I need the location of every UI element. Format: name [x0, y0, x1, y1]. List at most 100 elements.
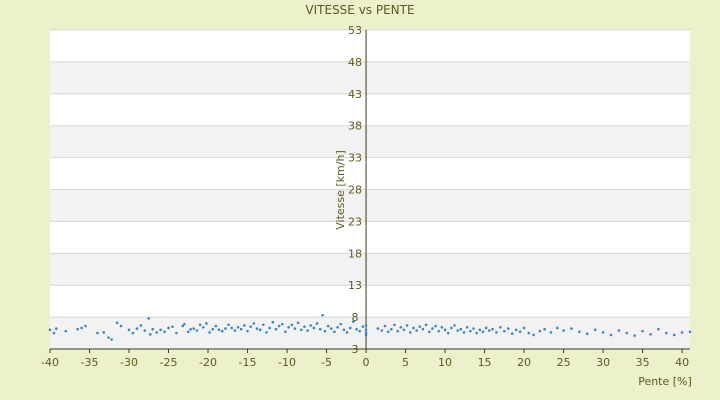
data-point — [408, 331, 412, 334]
data-point — [135, 327, 139, 330]
data-point — [585, 332, 589, 335]
data-point — [680, 331, 684, 334]
x-tick-label: 15 — [478, 356, 492, 369]
x-tick-label: 0 — [363, 356, 370, 369]
data-point — [386, 330, 390, 334]
plot-band — [50, 61, 690, 94]
data-point — [456, 329, 460, 332]
data-point — [499, 326, 502, 329]
data-point — [431, 327, 434, 330]
x-tick-label: 20 — [517, 356, 531, 369]
data-point — [491, 327, 494, 331]
plot-band — [50, 30, 690, 62]
data-point — [217, 328, 221, 332]
data-point — [306, 329, 309, 332]
data-point — [287, 326, 290, 329]
x-tick-label: -30 — [120, 356, 138, 369]
data-point — [421, 327, 425, 331]
data-point — [345, 331, 349, 334]
data-point — [227, 323, 230, 327]
data-point — [649, 333, 652, 336]
data-point — [280, 322, 284, 326]
data-point — [76, 327, 79, 331]
data-point — [336, 326, 339, 329]
data-point — [329, 327, 333, 330]
data-point — [355, 327, 358, 331]
x-tick-label: 35 — [636, 356, 650, 369]
data-point — [198, 323, 202, 327]
data-point — [230, 326, 234, 330]
data-point — [296, 321, 300, 325]
data-point — [518, 330, 522, 334]
x-tick-label: 40 — [675, 356, 689, 369]
data-point — [339, 322, 343, 326]
data-point — [434, 324, 437, 328]
data-point — [239, 327, 243, 331]
data-point — [155, 331, 158, 334]
x-tick-label: -15 — [239, 356, 257, 369]
data-point — [348, 326, 352, 330]
data-point — [672, 333, 676, 337]
data-point — [277, 324, 281, 328]
data-point — [562, 329, 565, 332]
data-point — [527, 331, 531, 335]
data-point — [578, 330, 581, 334]
data-point — [478, 328, 482, 332]
y-tick-label: 8 — [352, 311, 359, 324]
data-point — [323, 329, 327, 333]
data-point — [465, 326, 469, 329]
data-point — [609, 333, 613, 337]
data-point — [503, 329, 506, 333]
plot-band — [50, 221, 690, 254]
plot-band — [50, 253, 690, 286]
data-point — [171, 325, 174, 328]
data-point — [236, 326, 240, 329]
x-tick-label: 30 — [596, 356, 610, 369]
y-tick-label: 18 — [348, 247, 362, 260]
x-tick-label: 25 — [557, 356, 571, 369]
data-point — [290, 323, 294, 327]
data-point — [380, 329, 384, 332]
data-point — [214, 324, 218, 328]
y-tick-label: 43 — [348, 88, 362, 101]
data-point — [181, 324, 185, 328]
data-point — [55, 327, 58, 330]
y-tick-label: 33 — [348, 152, 362, 165]
data-point — [364, 333, 368, 337]
data-point — [424, 323, 428, 327]
data-point — [143, 329, 147, 332]
data-point — [255, 327, 259, 330]
data-point — [440, 326, 444, 329]
data-point — [510, 332, 514, 335]
data-point — [293, 327, 297, 330]
chart-title: VITESSE vs PENTE — [305, 3, 414, 17]
data-point — [390, 327, 393, 331]
data-point — [299, 328, 303, 332]
data-point — [664, 331, 668, 335]
data-point — [110, 338, 113, 341]
data-point — [443, 328, 447, 332]
data-point — [115, 321, 119, 325]
y-tick-label: 13 — [348, 279, 362, 292]
x-tick-label: 10 — [438, 356, 452, 369]
data-point — [625, 331, 629, 335]
data-point — [205, 322, 208, 325]
data-point — [274, 327, 278, 331]
data-point — [195, 329, 199, 332]
data-point — [159, 328, 162, 332]
data-point — [412, 326, 415, 330]
data-point — [364, 324, 368, 327]
data-point — [641, 329, 644, 333]
x-ticks: -40 -35 -30 -25 -20 -15 -10 -5 0 5 10 15 20 25 30 35 40 — [41, 349, 689, 369]
data-point — [312, 326, 316, 330]
data-point — [201, 326, 205, 329]
data-point — [514, 328, 518, 332]
data-point — [48, 328, 52, 332]
data-point — [688, 330, 692, 334]
plot-band — [50, 189, 690, 222]
y-tick-label: 23 — [348, 215, 362, 228]
y-tick-label: 48 — [348, 56, 362, 69]
data-point — [402, 328, 406, 332]
data-point — [284, 330, 287, 334]
data-point — [472, 327, 475, 330]
